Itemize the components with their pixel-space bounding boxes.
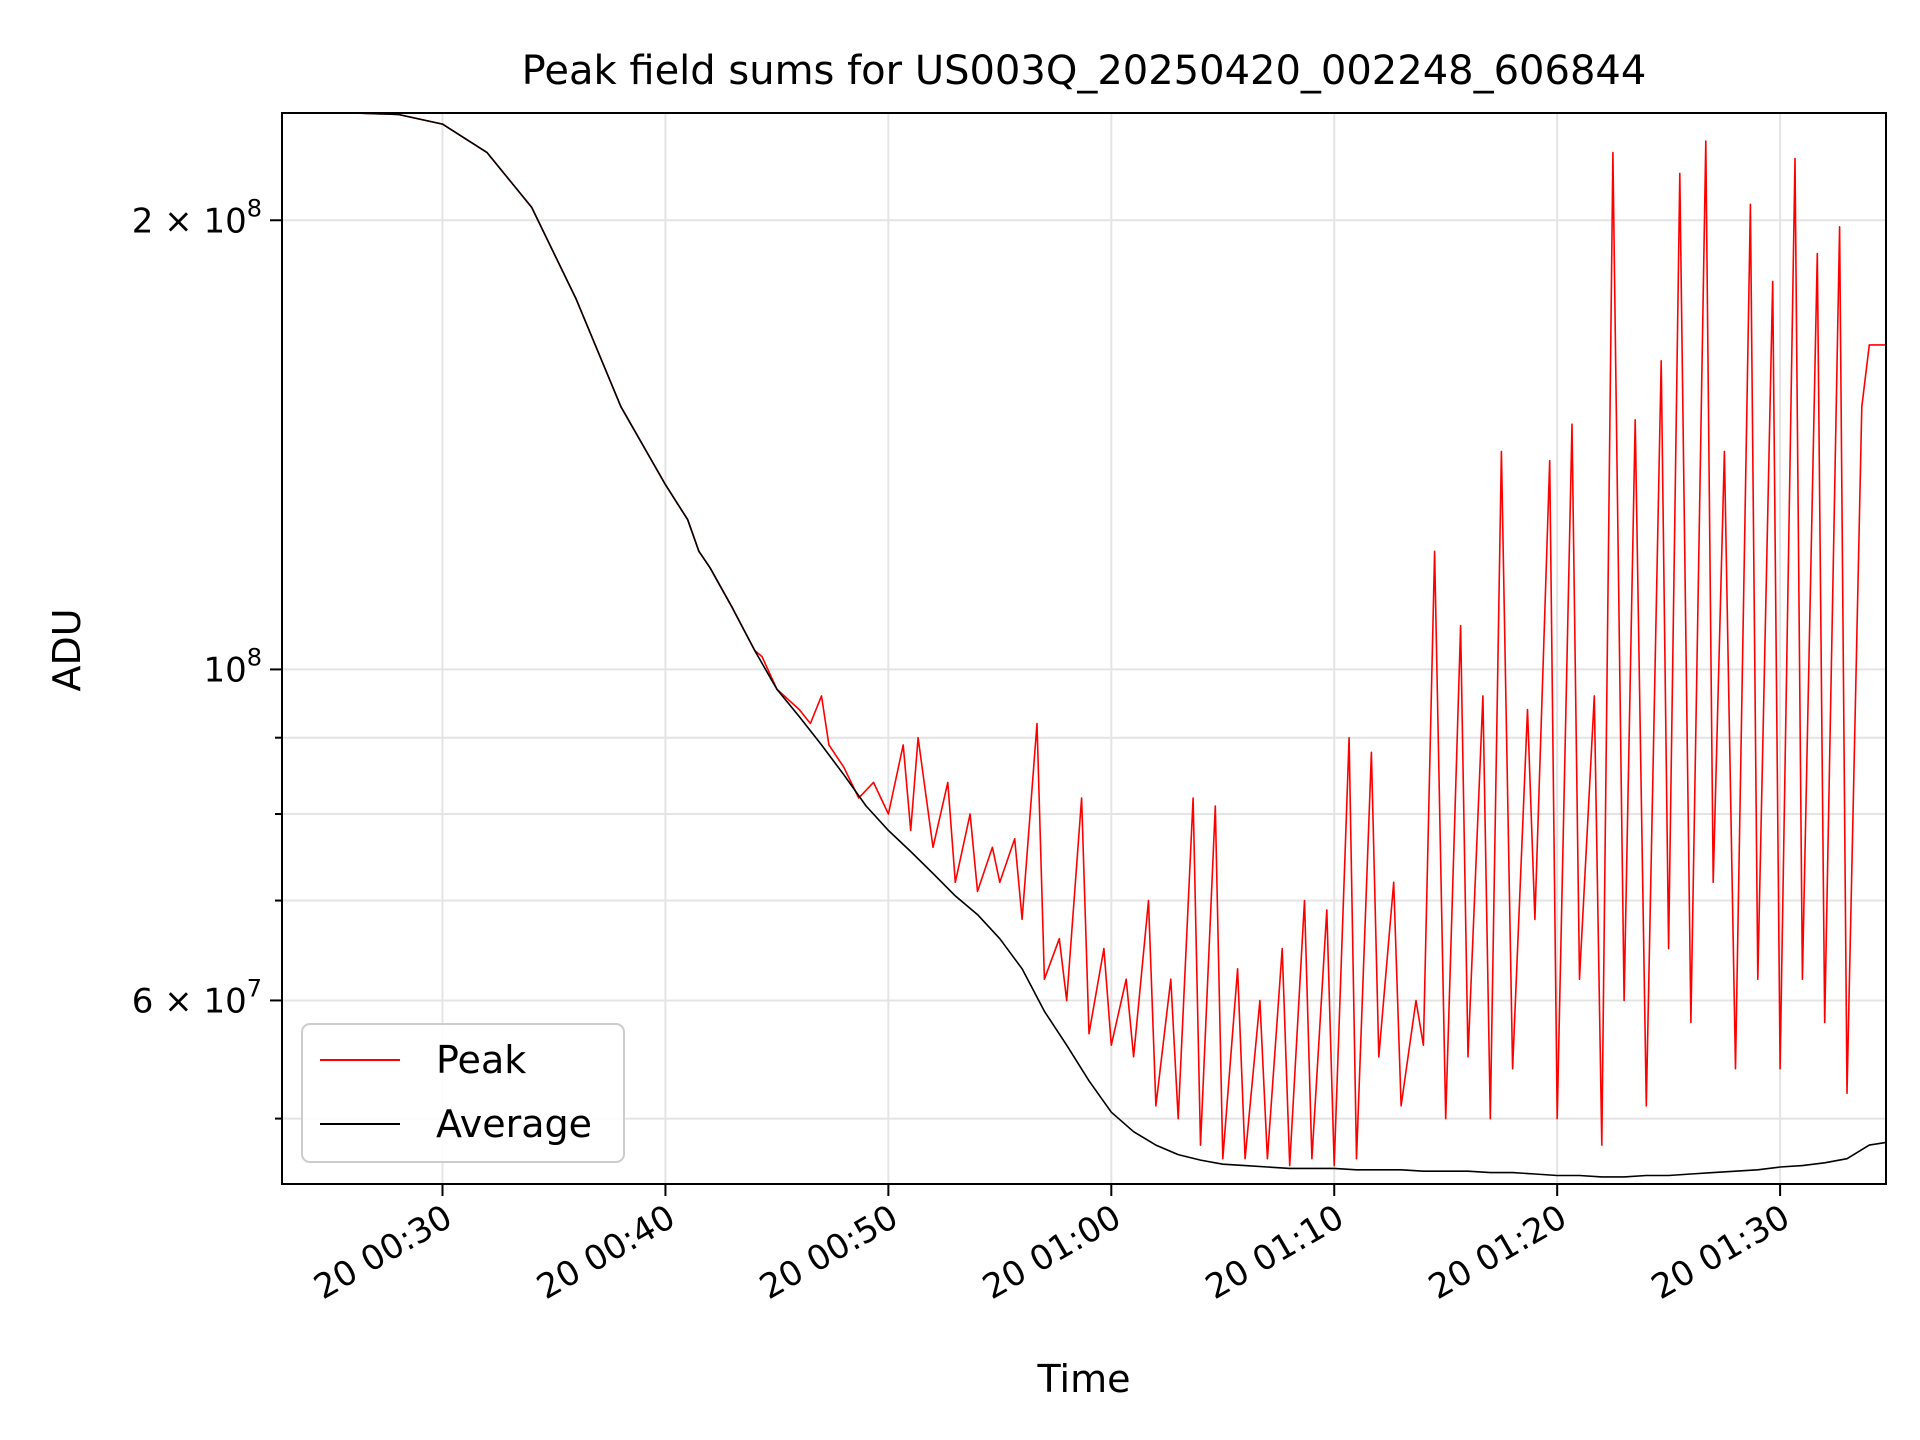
y-tick-label: 6 × 107 [132, 974, 262, 1021]
x-axis-label: Time [1037, 1357, 1131, 1401]
series-line-peak [282, 112, 1886, 1167]
y-tick-label-exponent: 8 [247, 643, 262, 671]
y-tick-label: 2 × 108 [132, 194, 262, 241]
y-tick-label-exponent: 8 [247, 194, 262, 222]
y-tick-label: 108 [203, 643, 262, 690]
legend-label-peak: Peak [436, 1038, 526, 1082]
y-tick-label-base: 10 [203, 650, 246, 690]
chart-title: Peak field sums for US003Q_20250420_0022… [522, 48, 1647, 94]
legend-frame [301, 1023, 625, 1163]
y-tick-label-base: 2 × 10 [132, 201, 247, 241]
y-tick-label-base: 6 × 10 [132, 981, 247, 1021]
series-line-average [282, 112, 1887, 1178]
y-tick-label-exponent: 7 [247, 974, 262, 1002]
series-layer [282, 112, 1887, 1178]
legend: Peak Average [301, 1023, 625, 1163]
y-axis-label: ADU [45, 608, 89, 691]
legend-label-average: Average [436, 1102, 592, 1146]
plot-frame [281, 112, 1887, 1185]
